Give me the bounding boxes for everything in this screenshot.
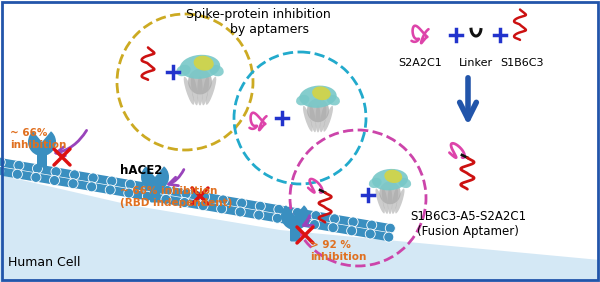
Ellipse shape <box>202 76 209 105</box>
Ellipse shape <box>194 56 214 70</box>
Circle shape <box>329 214 340 224</box>
Text: Human Cell: Human Cell <box>8 255 80 268</box>
FancyArrowPatch shape <box>169 169 184 186</box>
Ellipse shape <box>320 105 326 132</box>
Circle shape <box>144 182 154 192</box>
Text: S1B6C3: S1B6C3 <box>500 58 544 68</box>
Circle shape <box>0 157 5 167</box>
Circle shape <box>254 210 264 220</box>
Circle shape <box>51 167 61 177</box>
Ellipse shape <box>184 77 194 105</box>
Circle shape <box>217 204 227 214</box>
Circle shape <box>14 160 24 170</box>
Text: > 92 %
inhibition: > 92 % inhibition <box>310 240 367 262</box>
Ellipse shape <box>188 69 212 94</box>
Circle shape <box>347 226 356 236</box>
Circle shape <box>0 166 4 176</box>
Ellipse shape <box>191 76 198 105</box>
Ellipse shape <box>303 106 313 132</box>
Text: S2A2C1: S2A2C1 <box>398 58 442 68</box>
Circle shape <box>70 170 80 180</box>
Circle shape <box>107 176 117 186</box>
Circle shape <box>124 188 134 198</box>
Text: ~ 66%
inhibition: ~ 66% inhibition <box>10 128 67 149</box>
Circle shape <box>50 175 59 186</box>
Circle shape <box>32 164 43 173</box>
Text: hACE2: hACE2 <box>120 164 163 177</box>
Text: S1B6C3-A5-S2A2C1: S1B6C3-A5-S2A2C1 <box>410 210 526 223</box>
Ellipse shape <box>307 98 329 122</box>
Circle shape <box>31 172 41 182</box>
FancyBboxPatch shape <box>37 151 47 168</box>
Circle shape <box>200 192 209 202</box>
Circle shape <box>272 213 283 223</box>
Ellipse shape <box>395 188 404 213</box>
Circle shape <box>163 186 172 195</box>
Ellipse shape <box>209 65 224 76</box>
Ellipse shape <box>392 188 398 214</box>
Text: Spike-protein inhibition
      by aptamers: Spike-protein inhibition by aptamers <box>185 8 331 36</box>
Circle shape <box>256 201 265 211</box>
Ellipse shape <box>316 105 320 133</box>
Ellipse shape <box>296 95 310 105</box>
Circle shape <box>328 223 338 233</box>
Wedge shape <box>281 205 309 230</box>
Ellipse shape <box>197 76 203 105</box>
Circle shape <box>125 179 136 189</box>
Circle shape <box>274 204 284 214</box>
Ellipse shape <box>176 65 191 76</box>
Ellipse shape <box>379 181 401 204</box>
Circle shape <box>291 216 301 226</box>
Circle shape <box>179 197 190 208</box>
Ellipse shape <box>388 188 392 214</box>
Ellipse shape <box>385 170 402 183</box>
Circle shape <box>105 185 115 195</box>
Ellipse shape <box>299 85 337 108</box>
FancyArrowPatch shape <box>56 130 86 156</box>
Circle shape <box>237 198 247 208</box>
Ellipse shape <box>369 178 382 188</box>
FancyBboxPatch shape <box>290 224 300 241</box>
Circle shape <box>310 219 320 230</box>
Circle shape <box>198 201 208 211</box>
FancyBboxPatch shape <box>150 186 160 202</box>
Circle shape <box>218 195 228 205</box>
Wedge shape <box>141 166 169 191</box>
Ellipse shape <box>180 55 220 79</box>
Ellipse shape <box>310 105 316 132</box>
Wedge shape <box>28 131 56 156</box>
Ellipse shape <box>326 95 340 105</box>
Ellipse shape <box>323 106 333 132</box>
Circle shape <box>86 182 97 192</box>
Circle shape <box>181 189 191 199</box>
Text: Linker: Linker <box>459 58 493 68</box>
Circle shape <box>235 207 245 217</box>
Circle shape <box>385 223 395 233</box>
Text: (Fusion Aptamer): (Fusion Aptamer) <box>417 225 519 238</box>
Ellipse shape <box>206 77 216 105</box>
Circle shape <box>367 220 377 230</box>
Circle shape <box>161 194 171 204</box>
Circle shape <box>348 217 358 227</box>
Text: ~ 66% inhibition
(RBD independent): ~ 66% inhibition (RBD independent) <box>120 186 232 208</box>
Ellipse shape <box>376 188 385 213</box>
FancyArrowPatch shape <box>303 216 313 226</box>
Circle shape <box>365 229 375 239</box>
Circle shape <box>68 179 78 189</box>
Circle shape <box>142 191 152 201</box>
Ellipse shape <box>382 188 388 214</box>
Circle shape <box>292 208 302 217</box>
Ellipse shape <box>372 169 408 190</box>
Polygon shape <box>0 175 600 282</box>
Ellipse shape <box>312 86 331 100</box>
Ellipse shape <box>398 178 411 188</box>
Circle shape <box>13 169 22 179</box>
Circle shape <box>311 211 321 221</box>
Circle shape <box>384 232 394 242</box>
Circle shape <box>88 173 98 183</box>
